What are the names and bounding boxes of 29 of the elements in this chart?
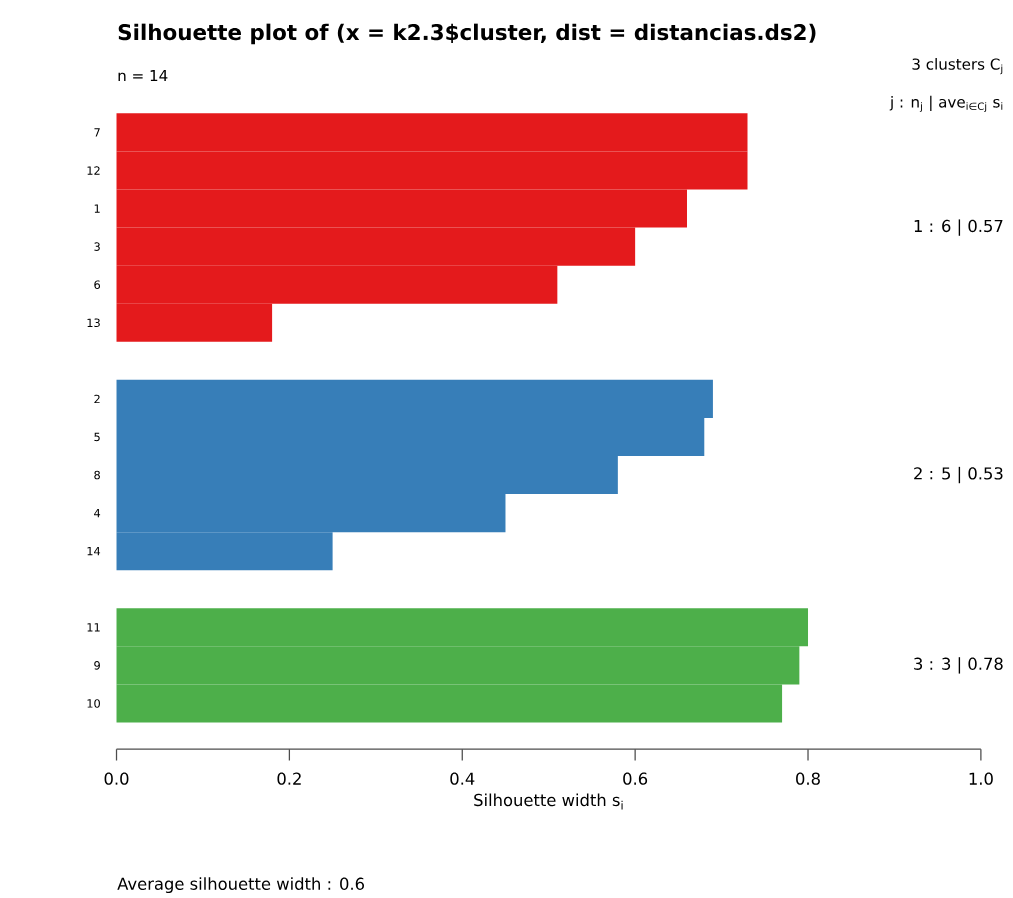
- x-tick-label: 0.8: [796, 772, 820, 785]
- x-tick-label: 1.0: [969, 772, 993, 785]
- y-tick-label: 9: [94, 660, 100, 670]
- text: 3 clusters C$_{j}$: [912, 57, 1003, 74]
- y-tick-label: 12: [87, 166, 100, 175]
- y-tick-label: 14: [87, 546, 101, 556]
- x-tick-label: 0.6: [623, 772, 648, 785]
- annotation: 2 : 5 | 0.53: [914, 466, 1003, 484]
- chart-title: Silhouette plot of (x = k2.3$cluster, dist = distancias.ds2): [118, 23, 816, 45]
- y-tick-label: 7: [94, 128, 100, 137]
- annotation: 1 : 6 | 0.57: [914, 219, 1003, 236]
- x-tick-label: 0.4: [450, 772, 475, 785]
- x-tick-label: 0.0: [104, 772, 129, 785]
- x-tick-label: 0.2: [277, 772, 301, 785]
- y-tick-label: 5: [94, 432, 100, 441]
- annotation: 3 : 3 | 0.78: [914, 657, 1003, 674]
- y-tick-label: 4: [94, 508, 101, 518]
- y-tick-label: 8: [94, 470, 100, 480]
- y-tick-label: 10: [87, 698, 100, 708]
- text: j : n$_{j}$ | ave$_{i∈Cj}$ s$_{i}$: [889, 95, 1003, 112]
- text: Average silhouette width : 0.6: [117, 877, 365, 893]
- y-tick-label: 6: [94, 280, 101, 289]
- y-tick-label: 11: [87, 623, 100, 632]
- y-tick-label: 13: [87, 318, 100, 327]
- y-tick-label: 3: [94, 242, 100, 251]
- chart-subtitle: n = 14: [118, 69, 168, 81]
- x-axis-title: Silhouette width s$_{i}$: [474, 793, 623, 810]
- y-tick-label: 1: [94, 204, 100, 213]
- y-tick-label: 2: [94, 394, 100, 403]
